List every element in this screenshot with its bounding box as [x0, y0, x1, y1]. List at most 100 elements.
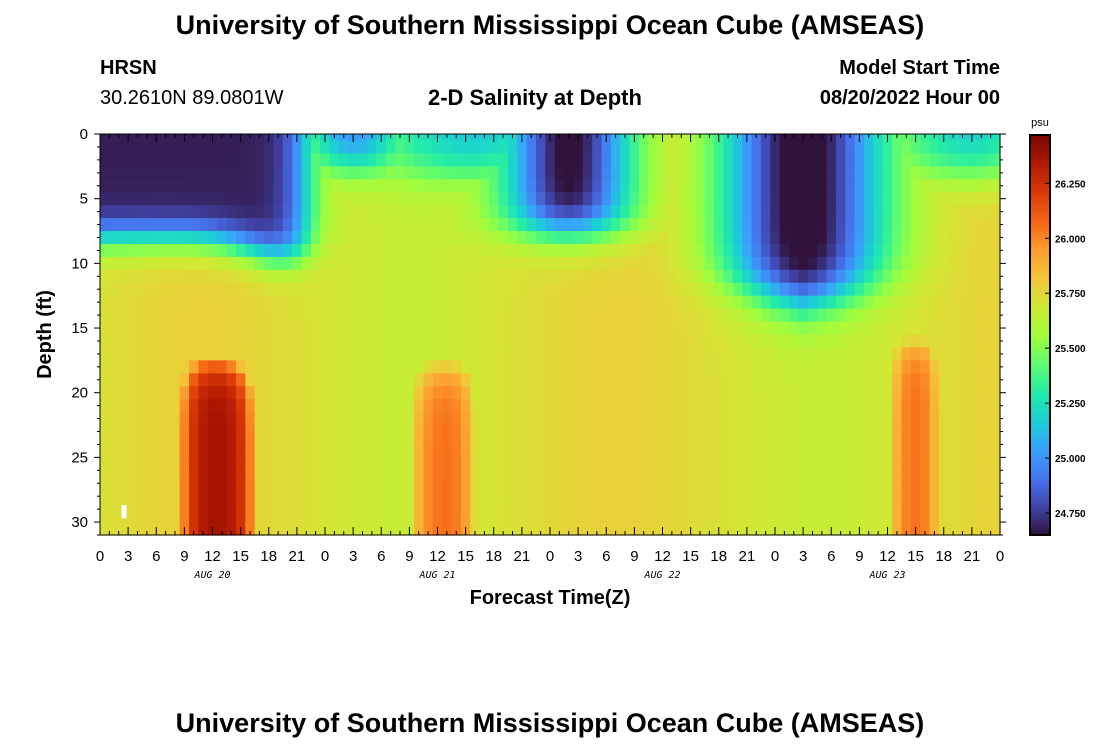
heatmap-cell — [995, 528, 1001, 536]
heatmap-cell — [676, 140, 687, 155]
heatmap-cell — [676, 231, 687, 245]
heatmap-cell — [789, 205, 800, 219]
heatmap-cell — [723, 347, 734, 361]
heatmap-cell — [845, 425, 856, 439]
x-tick-label: 6 — [602, 548, 610, 565]
heatmap-cell — [376, 489, 387, 504]
heatmap-cell — [348, 515, 359, 530]
heatmap-cell — [620, 476, 631, 491]
heatmap-cell — [254, 282, 265, 297]
colorbar-tick-label: 26.000 — [1055, 234, 1086, 245]
heatmap-cell — [395, 450, 406, 465]
heatmap-cell — [376, 140, 387, 155]
heatmap-cell — [826, 321, 837, 336]
heatmap-cell — [329, 321, 340, 336]
heatmap-cell — [976, 243, 987, 258]
heatmap-cell — [985, 425, 996, 439]
heatmap-cell — [835, 269, 846, 284]
heatmap-cell — [545, 502, 556, 517]
heatmap-cell — [245, 256, 256, 271]
heatmap-cell — [564, 412, 575, 426]
heatmap-cell — [292, 399, 303, 413]
heatmap-cell — [489, 476, 500, 491]
heatmap-cell — [104, 334, 115, 349]
heatmap-cell — [995, 463, 1001, 478]
heatmap-cell — [376, 463, 387, 478]
heatmap-cell — [779, 192, 790, 206]
x-tick-label: 21 — [739, 548, 756, 565]
heatmap-cell — [770, 489, 781, 504]
heatmap-cell — [414, 256, 425, 271]
heatmap-cell — [770, 412, 781, 426]
heatmap-cell — [742, 282, 753, 297]
heatmap-cell — [564, 321, 575, 336]
heatmap-cell — [404, 282, 415, 297]
heatmap-cell — [404, 334, 415, 349]
heatmap-cell — [976, 205, 987, 219]
heatmap-cell — [104, 373, 115, 387]
heatmap-cell — [920, 308, 931, 323]
heatmap-cell — [695, 243, 706, 258]
heatmap-cell — [854, 256, 865, 271]
heatmap-cell — [414, 166, 425, 180]
heatmap-cell — [554, 399, 565, 413]
heatmap-cell — [100, 166, 106, 180]
heatmap-cell — [760, 437, 771, 452]
heatmap-cell — [873, 386, 884, 400]
heatmap-cell — [629, 360, 640, 374]
heatmap-cell — [939, 412, 950, 426]
heatmap-cell — [404, 231, 415, 245]
heatmap-cell — [273, 437, 284, 452]
heatmap-cell — [695, 153, 706, 167]
heatmap-cell — [339, 192, 350, 206]
heatmap-cell — [385, 463, 396, 478]
heatmap-cell — [554, 218, 565, 232]
heatmap-cell — [779, 399, 790, 413]
heatmap-cell — [807, 515, 818, 530]
heatmap-cell — [723, 450, 734, 465]
heatmap-cell — [100, 256, 106, 271]
heatmap-cell — [320, 218, 331, 232]
heatmap-cell — [789, 360, 800, 374]
heatmap-cell — [751, 489, 762, 504]
day-label: AUG 21 — [418, 570, 455, 581]
heatmap-cell — [817, 166, 828, 180]
heatmap-cell — [639, 476, 650, 491]
heatmap-cell — [100, 515, 106, 530]
heatmap-cell — [704, 295, 715, 310]
heatmap-cell — [507, 153, 518, 167]
heatmap-cell — [132, 153, 143, 167]
heatmap-cell — [245, 205, 256, 219]
heatmap-cell — [835, 140, 846, 155]
heatmap-cell — [976, 282, 987, 297]
heatmap-cell — [367, 282, 378, 297]
x-tick-label: 3 — [799, 548, 807, 565]
heatmap-cell — [451, 347, 462, 361]
heatmap-cell — [714, 347, 725, 361]
heatmap-cell — [957, 269, 968, 284]
heatmap-cell — [610, 437, 621, 452]
heatmap-cell — [404, 476, 415, 491]
heatmap-cell — [760, 231, 771, 245]
heatmap-cell — [976, 463, 987, 478]
heatmap-cell — [976, 437, 987, 452]
heatmap-cell — [704, 476, 715, 491]
heatmap-cell — [189, 386, 200, 400]
heatmap-cell — [376, 399, 387, 413]
heatmap-cell — [160, 502, 171, 517]
heatmap-cell — [273, 282, 284, 297]
heatmap-cell — [114, 166, 125, 180]
heatmap-cell — [910, 502, 921, 517]
heatmap-cell — [901, 166, 912, 180]
heatmap-cell — [151, 140, 162, 155]
heatmap-cell — [114, 321, 125, 336]
heatmap-cell — [100, 269, 106, 284]
heatmap-cell — [414, 205, 425, 219]
heatmap-cell — [414, 489, 425, 504]
heatmap-cell — [742, 489, 753, 504]
heatmap-cell — [160, 334, 171, 349]
heatmap-cell — [535, 412, 546, 426]
heatmap-cell — [385, 412, 396, 426]
heatmap-cell — [929, 269, 940, 284]
heatmap-cell — [207, 489, 218, 504]
